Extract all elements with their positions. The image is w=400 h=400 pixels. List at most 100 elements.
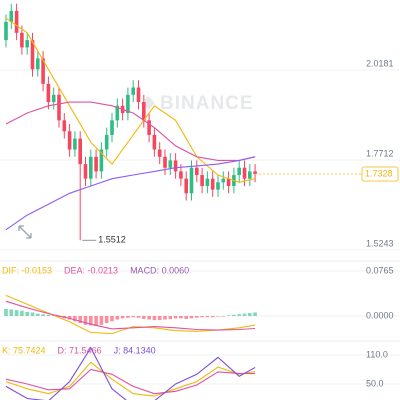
candle-body xyxy=(73,138,77,150)
candle-body xyxy=(115,105,120,121)
indicator-line xyxy=(5,17,256,183)
macd-bar xyxy=(200,316,204,318)
macd-bar xyxy=(216,316,220,317)
candle-body xyxy=(83,164,88,179)
candle-body xyxy=(20,32,24,48)
candle-body xyxy=(237,167,241,176)
macd-bar xyxy=(120,316,125,319)
candle-body xyxy=(36,58,40,70)
expand-icon[interactable] xyxy=(18,225,32,239)
y-tick-label: 0.0765 xyxy=(366,265,394,275)
macd-bar xyxy=(20,310,24,316)
macd-bar xyxy=(226,315,231,316)
macd-bar xyxy=(94,316,98,326)
candle-body xyxy=(152,134,157,150)
macd-bar xyxy=(115,316,120,320)
macd-bar xyxy=(210,316,215,318)
candle-body xyxy=(226,178,231,186)
macd-bar xyxy=(173,316,178,319)
macd-bar xyxy=(232,314,236,316)
candle-body xyxy=(253,171,257,175)
candle-body xyxy=(147,120,151,135)
y-tick-label: 1.7712 xyxy=(366,148,394,158)
candle-body xyxy=(195,167,199,176)
candle-body xyxy=(78,138,82,165)
candle-body xyxy=(4,21,8,41)
y-tick-label: 2.0181 xyxy=(366,58,394,68)
macd-bar xyxy=(110,316,114,322)
macd-bar xyxy=(73,316,77,322)
candle-body xyxy=(179,171,183,179)
candle-body xyxy=(189,167,194,194)
candle-body xyxy=(248,171,252,179)
indicator-legend: D: 71.5466 xyxy=(58,345,102,355)
macd-bar xyxy=(4,308,8,316)
macd-bar xyxy=(147,316,151,320)
candle-body xyxy=(30,40,35,70)
macd-bar xyxy=(221,316,226,317)
macd-bar xyxy=(242,313,247,316)
candle-body xyxy=(94,156,98,172)
macd-bar xyxy=(163,316,167,320)
candle-body xyxy=(131,87,135,95)
candle-body xyxy=(210,178,215,190)
candle-body xyxy=(163,156,167,168)
candle-body xyxy=(67,131,72,150)
candle-body xyxy=(25,40,29,48)
candle-body xyxy=(242,167,247,179)
indicator-line xyxy=(5,361,256,397)
y-tick-label: 1.5243 xyxy=(366,238,394,248)
candle-body xyxy=(9,10,14,22)
macd-bar xyxy=(67,316,72,320)
candle-body xyxy=(62,120,67,132)
indicator-legend: DIF: -0.0153 xyxy=(2,265,52,275)
macd-bar xyxy=(25,311,29,316)
indicator-legend: DEA: -0.0213 xyxy=(64,265,118,275)
candle-body xyxy=(14,10,19,33)
macd-bar xyxy=(248,313,252,316)
macd-bar xyxy=(152,316,157,321)
macd-bar xyxy=(126,316,130,318)
indicator-line xyxy=(5,101,256,161)
indicator-line xyxy=(5,156,256,231)
macd-bar xyxy=(46,314,51,316)
macd-bar xyxy=(78,316,82,324)
macd-bar xyxy=(41,314,45,316)
candle-body xyxy=(142,102,146,121)
macd-bar xyxy=(36,313,40,316)
macd-bar xyxy=(14,310,19,316)
candle-body xyxy=(136,87,141,103)
candle-body xyxy=(104,134,109,150)
macd-bar xyxy=(168,316,173,319)
candle-body xyxy=(184,178,188,194)
macd-bar xyxy=(89,316,93,326)
candle-body xyxy=(46,83,51,103)
candle-body xyxy=(110,120,114,135)
indicator-legend: J: 84.1340 xyxy=(114,345,156,355)
indicator-line xyxy=(5,300,256,331)
macd-bar xyxy=(30,312,35,316)
candle-body xyxy=(221,178,226,183)
candle-body xyxy=(168,160,173,168)
macd-bar xyxy=(57,316,61,318)
candle-body xyxy=(89,156,93,179)
macd-bar xyxy=(99,316,104,325)
indicator-line xyxy=(5,368,256,395)
y-tick-label: 50.0 xyxy=(366,378,384,388)
candle-body xyxy=(173,160,178,172)
macd-bar xyxy=(195,316,199,318)
candle-body xyxy=(216,182,220,190)
macd-bar xyxy=(184,316,188,319)
y-tick-label: 110.0 xyxy=(366,349,388,359)
candle-body xyxy=(205,178,210,186)
macd-bar xyxy=(237,314,241,316)
macd-bar xyxy=(157,316,162,321)
macd-bar xyxy=(205,316,210,318)
macd-bar xyxy=(131,316,135,318)
macd-bar xyxy=(83,316,88,325)
y-tick-label: 0.0000 xyxy=(366,310,394,320)
indicator-legend: MACD: 0.0060 xyxy=(130,265,189,275)
candle-body xyxy=(99,149,104,172)
